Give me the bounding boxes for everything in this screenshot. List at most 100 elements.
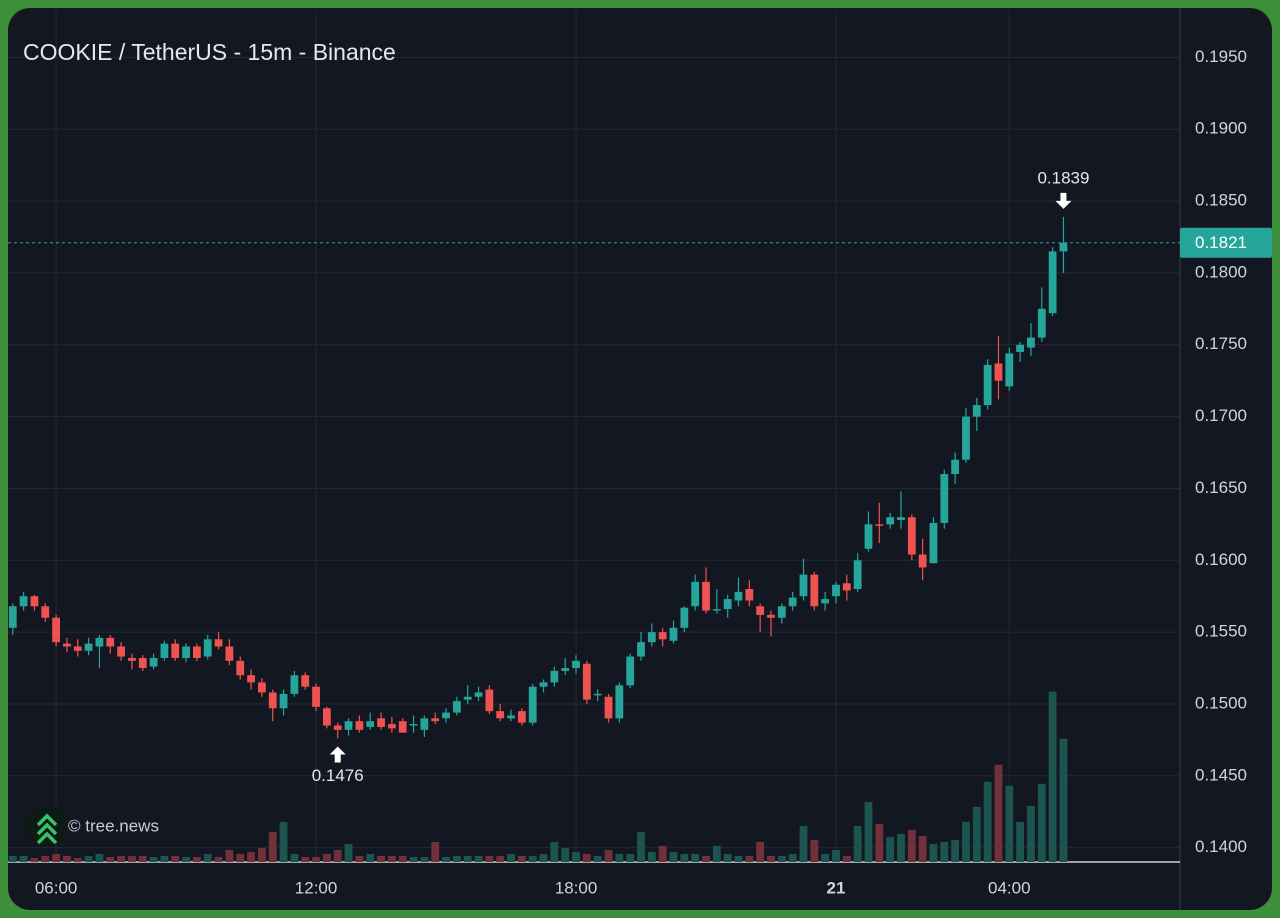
volume-bar xyxy=(1027,805,1035,862)
candle-body xyxy=(312,686,320,707)
volume-bar xyxy=(1037,783,1046,862)
candle-body xyxy=(420,718,429,730)
volume-bar xyxy=(799,825,808,862)
y-tick-label: 0.1650 xyxy=(1195,478,1247,497)
candle-body xyxy=(247,675,255,683)
candle-body xyxy=(810,574,819,607)
volume-bar xyxy=(30,857,39,862)
candle-body xyxy=(279,693,288,709)
annotation-arrow xyxy=(329,746,346,763)
volume-bar xyxy=(994,764,1003,862)
candle-body xyxy=(117,646,125,657)
candle-body xyxy=(409,724,418,726)
candle-body xyxy=(788,597,797,607)
candle-body xyxy=(63,643,71,647)
candle-body xyxy=(691,581,700,607)
volume-bar xyxy=(756,841,765,862)
candle-body xyxy=(41,606,50,618)
volume-bar xyxy=(138,855,147,862)
volume-bar xyxy=(647,851,656,862)
annotation-label: 0.1839 xyxy=(1037,168,1089,187)
volume-bar xyxy=(355,855,364,862)
x-tick-label: 21 xyxy=(827,878,846,897)
volume-bar xyxy=(431,841,440,862)
volume-bar xyxy=(572,851,580,862)
volume-bar xyxy=(853,825,862,862)
volume-bar xyxy=(691,853,700,862)
volume-bar xyxy=(1016,821,1025,862)
candle-body xyxy=(377,718,385,727)
volume-bar xyxy=(344,843,353,862)
volume-bar xyxy=(149,856,158,862)
candle-body xyxy=(95,637,104,647)
volume-bar xyxy=(1048,691,1057,862)
volume-bar xyxy=(561,847,570,862)
candle-body xyxy=(886,517,895,525)
candle-body xyxy=(637,642,645,657)
candle-body xyxy=(322,708,331,726)
x-tick-label: 04:00 xyxy=(988,878,1031,897)
candle-body xyxy=(615,685,624,719)
candle-body xyxy=(1005,353,1014,387)
x-tick-label: 18:00 xyxy=(555,878,598,897)
last-price-tag xyxy=(1180,227,1272,258)
y-tick-label: 0.1700 xyxy=(1195,406,1247,425)
logo-mark xyxy=(36,813,58,845)
volume-bar xyxy=(517,855,526,862)
volume-bar xyxy=(604,849,613,862)
candle-body xyxy=(182,646,190,658)
volume-bar xyxy=(214,856,223,862)
last-price-label: 0.1821 xyxy=(1195,233,1247,252)
volume-bar xyxy=(886,836,895,862)
volume-bar xyxy=(84,855,93,862)
candle-body xyxy=(106,637,115,647)
volume-bar xyxy=(41,855,50,862)
volume-bar xyxy=(279,821,288,862)
candle-body xyxy=(940,474,949,523)
volume-bar xyxy=(734,855,743,862)
candle-body xyxy=(907,517,916,555)
volume-bar xyxy=(929,843,938,862)
candle-body xyxy=(962,416,970,460)
candle-body xyxy=(528,686,537,723)
candle-body xyxy=(442,712,450,719)
volume-bar xyxy=(474,855,483,862)
volume-bar xyxy=(193,856,201,862)
volume-bar xyxy=(658,845,667,862)
x-tick-label: 12:00 xyxy=(295,878,338,897)
volume-bar xyxy=(983,781,992,862)
candle-body xyxy=(1027,337,1035,348)
candle-body xyxy=(301,675,310,687)
volume-bar xyxy=(409,856,418,862)
candle-body xyxy=(160,643,169,658)
volume-bar xyxy=(312,856,320,862)
volume-bar xyxy=(842,855,851,862)
volume-bar xyxy=(322,853,331,862)
candle-body xyxy=(268,692,277,709)
volume-bar xyxy=(247,851,255,862)
volume-bar xyxy=(637,831,645,862)
candle-body xyxy=(550,670,559,683)
volume-bar xyxy=(160,855,169,862)
candle-body xyxy=(626,656,635,686)
candle-body xyxy=(1048,251,1057,314)
candle-body xyxy=(19,596,28,607)
x-tick-label: 06:00 xyxy=(35,878,78,897)
candle-body xyxy=(669,627,678,641)
candle-body xyxy=(702,581,710,611)
candle-body xyxy=(767,614,775,618)
candle-body xyxy=(658,632,667,640)
candle-body xyxy=(203,639,212,657)
candle-body xyxy=(8,606,17,628)
candle-body xyxy=(73,646,82,651)
volume-bar xyxy=(788,853,797,862)
y-tick-label: 0.1400 xyxy=(1195,837,1247,856)
candle-body xyxy=(1016,344,1025,352)
volume-bar xyxy=(918,835,927,862)
candle-body xyxy=(1037,308,1046,338)
candle-body xyxy=(745,589,754,601)
volume-bar xyxy=(182,856,190,862)
candle-body xyxy=(52,617,60,643)
volume-bar xyxy=(550,841,559,862)
